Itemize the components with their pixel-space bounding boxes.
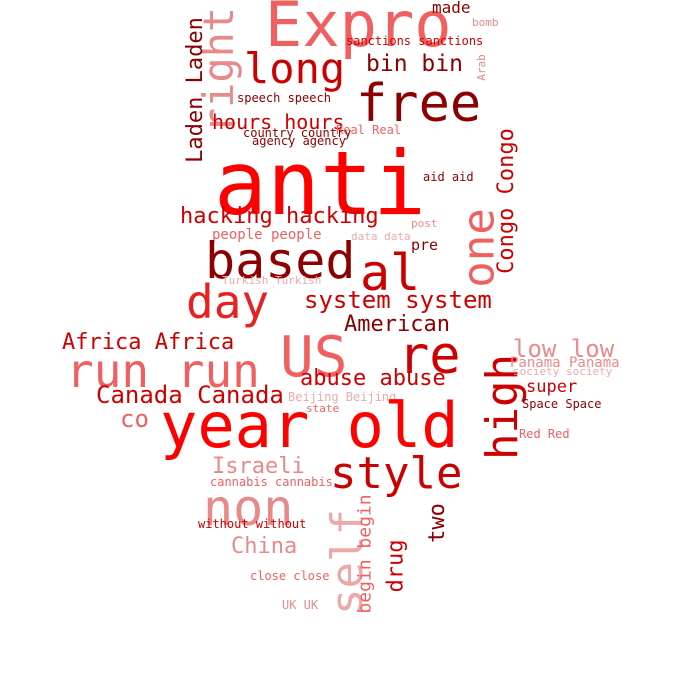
word-agency: agency agency xyxy=(252,134,346,148)
word-day: day xyxy=(186,275,270,329)
word-israeli: Israeli xyxy=(212,454,305,479)
word-beijing: Beijing Beijing xyxy=(288,390,397,404)
word-africa: Africa Africa xyxy=(62,330,235,355)
word-pre: pre xyxy=(411,236,439,254)
word-free: free xyxy=(356,74,482,134)
word-turkish: Turkish Turkish xyxy=(222,274,322,287)
word-country: country country xyxy=(243,126,352,140)
word-canada: Canada Canada xyxy=(96,381,284,409)
word-laden: Laden Laden xyxy=(182,17,208,163)
word-hacking: hacking hacking xyxy=(180,204,379,229)
word-uk: UK UK xyxy=(282,598,319,612)
word-co: co xyxy=(120,405,149,433)
word-non: non xyxy=(203,479,294,537)
word-real: Real Real xyxy=(336,123,402,137)
word-china: China xyxy=(231,534,298,559)
word-low: low low xyxy=(513,335,615,363)
word-without: without without xyxy=(198,517,307,531)
word-based: based xyxy=(205,232,356,290)
word-super: super xyxy=(526,377,578,397)
word-american: American xyxy=(344,312,450,337)
word-anti: anti xyxy=(214,132,426,235)
word-post: post xyxy=(411,217,438,230)
word-bin-bin: bin bin xyxy=(366,51,463,77)
word-us: US xyxy=(280,325,348,390)
word-cannabis: cannabis cannabis xyxy=(210,475,333,489)
word-people: people people xyxy=(212,227,322,243)
word-style: style xyxy=(330,448,463,499)
word-drug: drug xyxy=(383,539,409,593)
word-hours: hours hours xyxy=(212,110,345,134)
word-red: Red Red xyxy=(519,427,570,441)
word-begin: begin begin xyxy=(354,494,376,614)
word-two: two xyxy=(424,503,450,543)
word-one: one xyxy=(453,208,505,288)
word-aid: aid aid xyxy=(423,170,474,184)
word-data: data data xyxy=(351,230,411,243)
word-long: long xyxy=(244,44,346,93)
word-al: al xyxy=(360,244,421,302)
word-sanctions: sanctions sanctions xyxy=(346,34,484,48)
word-bomb: bomb xyxy=(472,16,499,29)
word-made: made xyxy=(432,0,471,17)
word-panama: Panama Panama xyxy=(510,355,620,371)
word-abuse: abuse abuse xyxy=(300,366,446,391)
word-expro: Expro xyxy=(265,0,452,61)
word-year-old: year old xyxy=(160,389,459,462)
word-run: run run xyxy=(66,344,260,398)
word-space: Space Space xyxy=(522,397,602,411)
word-society: society society xyxy=(513,365,613,378)
word-state: state xyxy=(306,402,340,415)
word-re: re xyxy=(398,326,461,386)
word-system: system system xyxy=(304,286,492,314)
word-close: close close xyxy=(250,569,330,583)
word-speech: speech speech xyxy=(237,91,331,105)
